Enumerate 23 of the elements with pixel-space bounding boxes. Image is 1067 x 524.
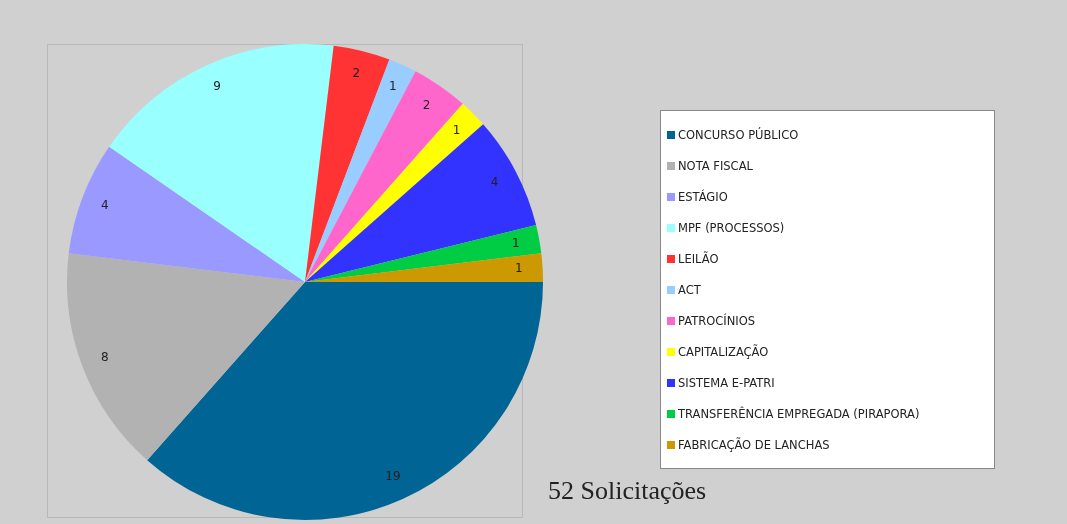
legend-label: FABRICAÇÃO DE LANCHAS: [678, 437, 830, 452]
data-label: 1: [452, 122, 461, 137]
legend-label: PATROCÍNIOS: [678, 313, 756, 328]
data-label: 1: [514, 261, 523, 276]
data-label: 9: [213, 78, 221, 93]
legend-label: ESTÁGIO: [678, 189, 728, 204]
legend-label: NOTA FISCAL: [678, 158, 753, 173]
data-label: 1: [511, 235, 520, 250]
legend-label: CAPITALIZAÇÃO: [678, 344, 769, 359]
legend-label: LEILÃO: [678, 251, 719, 266]
legend-label: CONCURSO PÚBLICO: [678, 127, 799, 142]
text: 52 Solicitações: [548, 476, 707, 506]
data-label: 8: [100, 350, 109, 365]
data-label: 1: [389, 78, 397, 93]
legend-label: ACT: [678, 282, 701, 297]
data-label: 2: [352, 66, 361, 81]
legend-label: MPF (PROCESSOS): [678, 220, 785, 235]
data-label: 4: [100, 198, 109, 213]
legend-label: SISTEMA E-PATRI: [678, 375, 775, 390]
data-label: 19: [385, 469, 401, 484]
data-label: 2: [422, 97, 431, 112]
data-label: 4: [490, 174, 499, 189]
legend-label: TRANSFERÊNCIA EMPREGADA (PIRAPORA): [678, 406, 920, 421]
